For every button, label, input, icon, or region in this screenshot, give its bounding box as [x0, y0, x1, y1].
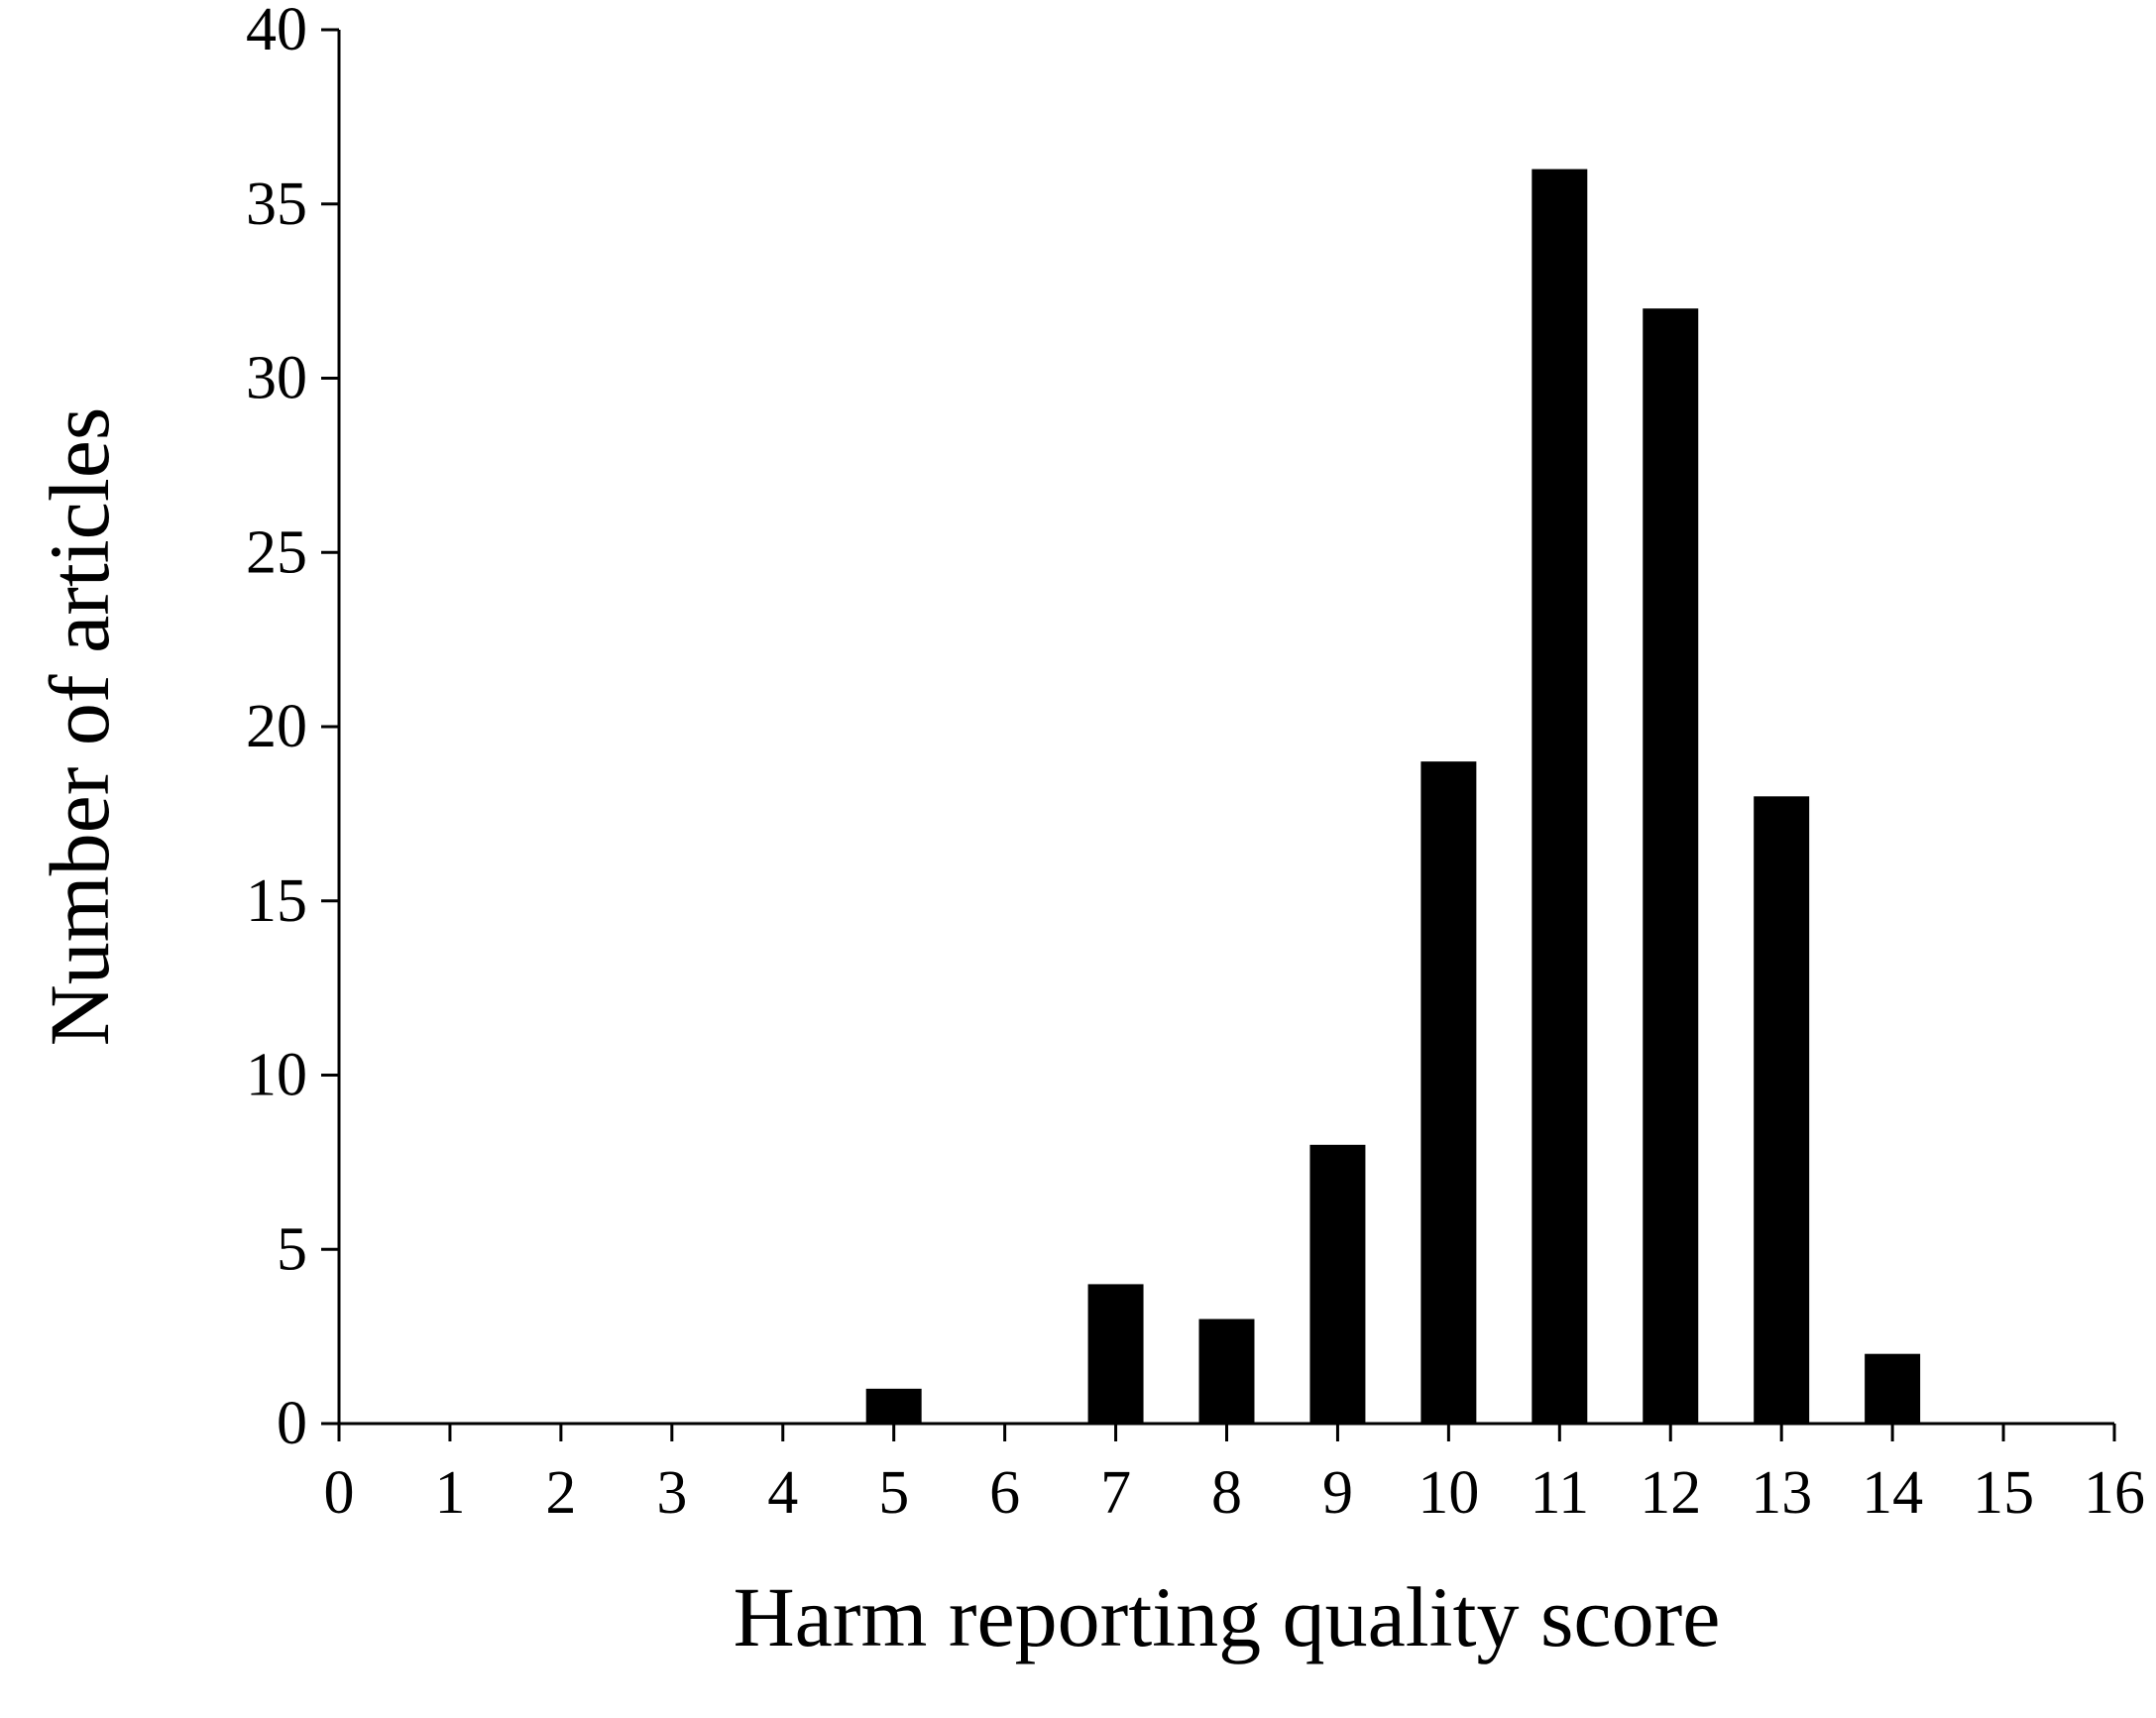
y-axis-title: Number of articles — [32, 407, 127, 1047]
x-tick-label-2: 2 — [545, 1459, 576, 1527]
y-tick-label-0: 0 — [277, 1390, 307, 1457]
x-ticks-group: 0 1 2 3 4 5 6 7 8 9 10 11 12 13 14 15 16 — [324, 1424, 2145, 1527]
x-tick-label-11: 11 — [1530, 1459, 1589, 1527]
bar-score-9 — [1309, 1144, 1366, 1424]
x-tick-label-10: 10 — [1418, 1459, 1479, 1527]
x-tick-label-16: 16 — [2084, 1459, 2145, 1527]
bar-score-14 — [1865, 1353, 1921, 1424]
bar-score-7 — [1087, 1284, 1144, 1424]
bar-score-11 — [1532, 169, 1588, 1425]
y-ticks-group: 0 5 10 15 20 25 30 35 40 — [246, 0, 339, 1457]
x-tick-label-8: 8 — [1211, 1459, 1242, 1527]
y-tick-label-15: 15 — [246, 867, 307, 935]
y-tick-label-5: 5 — [277, 1215, 307, 1283]
bars-group — [865, 169, 1921, 1425]
x-tick-label-7: 7 — [1100, 1459, 1131, 1527]
y-tick-label-35: 35 — [246, 171, 307, 238]
x-tick-label-13: 13 — [1751, 1459, 1812, 1527]
y-tick-label-30: 30 — [246, 345, 307, 412]
x-tick-label-3: 3 — [656, 1459, 687, 1527]
y-tick-label-10: 10 — [246, 1042, 307, 1109]
bar-score-8 — [1198, 1318, 1255, 1424]
x-tick-label-1: 1 — [434, 1459, 465, 1527]
x-tick-label-0: 0 — [324, 1459, 355, 1527]
x-tick-label-6: 6 — [989, 1459, 1020, 1527]
x-axis-title: Harm reporting quality score — [734, 1569, 1721, 1664]
bar-score-10 — [1420, 761, 1477, 1424]
x-tick-label-9: 9 — [1322, 1459, 1353, 1527]
bar-score-5 — [865, 1388, 922, 1424]
y-tick-label-40: 40 — [246, 0, 307, 63]
axes-group — [337, 30, 2114, 1426]
y-tick-label-25: 25 — [246, 518, 307, 586]
y-tick-label-20: 20 — [246, 693, 307, 760]
bar-score-13 — [1754, 796, 1810, 1424]
x-tick-label-4: 4 — [767, 1459, 798, 1527]
bar-score-12 — [1643, 308, 1699, 1425]
x-tick-label-12: 12 — [1640, 1459, 1701, 1527]
x-tick-label-5: 5 — [878, 1459, 909, 1527]
x-tick-label-14: 14 — [1862, 1459, 1923, 1527]
x-tick-label-15: 15 — [1973, 1459, 2034, 1527]
